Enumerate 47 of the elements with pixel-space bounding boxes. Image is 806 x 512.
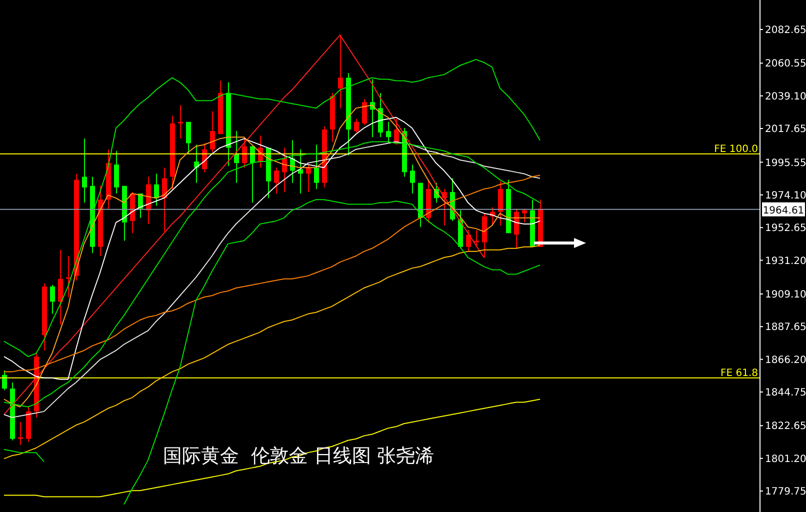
candlestick — [522, 208, 527, 223]
candlestick — [18, 422, 23, 446]
line-series — [4, 58, 540, 358]
candlestick — [242, 138, 247, 168]
candlestick — [154, 173, 159, 206]
candlestick — [274, 167, 279, 194]
candlestick — [498, 180, 503, 226]
candlestick — [234, 130, 239, 184]
candlestick — [306, 164, 311, 192]
candlestick — [474, 230, 479, 248]
y-tick-label: 2017.65 — [765, 124, 806, 136]
candlestick — [514, 208, 519, 249]
y-tick-label: 1844.75 — [765, 388, 806, 399]
y-tick-label: 1866.20 — [765, 354, 806, 366]
y-tick-label: 1822.65 — [765, 421, 806, 432]
candlestick — [386, 121, 391, 144]
candlestick — [178, 104, 183, 140]
y-tick-label: 2082.65 — [765, 25, 806, 36]
candlestick — [466, 230, 471, 252]
y-tick-label: 1909.10 — [765, 289, 806, 300]
y-tick-label: 1779.75 — [765, 486, 806, 498]
ref-line-label: FE 61.8 — [720, 368, 758, 379]
line-series — [4, 398, 540, 498]
candlestick — [354, 118, 359, 134]
y-tick-label: 1974.10 — [765, 190, 806, 202]
y-tick-label: 1801.20 — [765, 454, 806, 465]
ref-line-label: FE 100.0 — [714, 144, 758, 155]
y-tick-label: 1952.65 — [765, 223, 806, 234]
line-series — [4, 34, 484, 415]
ref-line-label: 1964.61 — [762, 205, 804, 216]
candlestick — [410, 164, 415, 194]
y-tick-label: 2060.55 — [765, 58, 806, 70]
y-tick-label: 1995.55 — [765, 158, 806, 169]
y-tick-label: 1931.20 — [765, 256, 806, 267]
candlestick — [362, 98, 367, 126]
candlestick — [2, 370, 7, 391]
candlestick — [314, 144, 319, 190]
candlestick — [58, 249, 63, 326]
candlestick — [186, 121, 191, 154]
candlestick — [82, 138, 87, 204]
candlestick — [338, 34, 343, 109]
y-tick-label: 1887.65 — [765, 322, 806, 334]
candlestick — [50, 284, 55, 314]
y-tick-label: 2039.10 — [765, 91, 806, 102]
candlestick — [114, 150, 119, 194]
line-series — [4, 174, 540, 372]
candlestick — [210, 110, 215, 153]
